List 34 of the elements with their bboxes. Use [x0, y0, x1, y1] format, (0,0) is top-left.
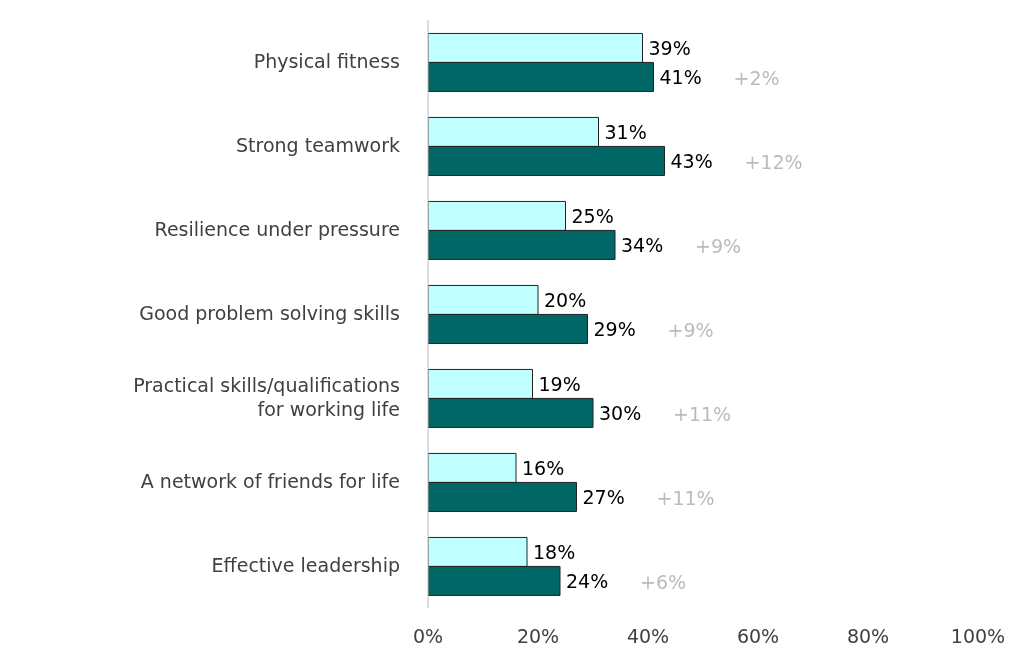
data-label: 27% [582, 485, 625, 508]
y-tick-label: Resilience under pressure [154, 218, 400, 240]
y-tick-label: A network of friends for life [140, 470, 400, 492]
data-label: 20% [544, 288, 587, 311]
x-tick-label: 60% [736, 625, 780, 648]
data-label: 41% [659, 65, 702, 88]
x-tick-label: 20% [516, 625, 560, 648]
annotation: +9% [667, 319, 714, 341]
x-tick-label: 80% [846, 625, 890, 648]
data-label: 19% [538, 372, 581, 395]
x-tick-label: 0% [412, 625, 444, 648]
data-label: 30% [599, 401, 642, 424]
annotation: +12% [744, 151, 803, 173]
annotation: +2% [733, 67, 780, 89]
x-tick-label: 100% [950, 625, 1006, 648]
x-tick-label: 40% [626, 625, 670, 648]
y-tick-label: Physical fitness [253, 50, 400, 72]
annotation: +11% [656, 487, 715, 509]
data-label: 18% [533, 540, 576, 563]
data-label: 39% [648, 36, 691, 59]
y-tick-label: Effective leadership [211, 554, 400, 576]
annotation: +6% [640, 571, 687, 593]
data-label: 31% [604, 120, 647, 143]
data-label: 24% [566, 569, 609, 592]
annotation: +11% [673, 403, 732, 425]
data-label: 34% [621, 233, 664, 256]
annotation: +9% [695, 235, 742, 257]
data-label: 16% [522, 456, 565, 479]
y-tick-label: Good problem solving skills [139, 302, 400, 324]
data-label: 29% [593, 317, 636, 340]
data-label: 43% [670, 149, 713, 172]
y-tick-label: Practical skills/qualifications for working life [133, 374, 400, 420]
y-tick-label: Strong teamwork [236, 134, 400, 156]
data-label: 25% [571, 204, 614, 227]
